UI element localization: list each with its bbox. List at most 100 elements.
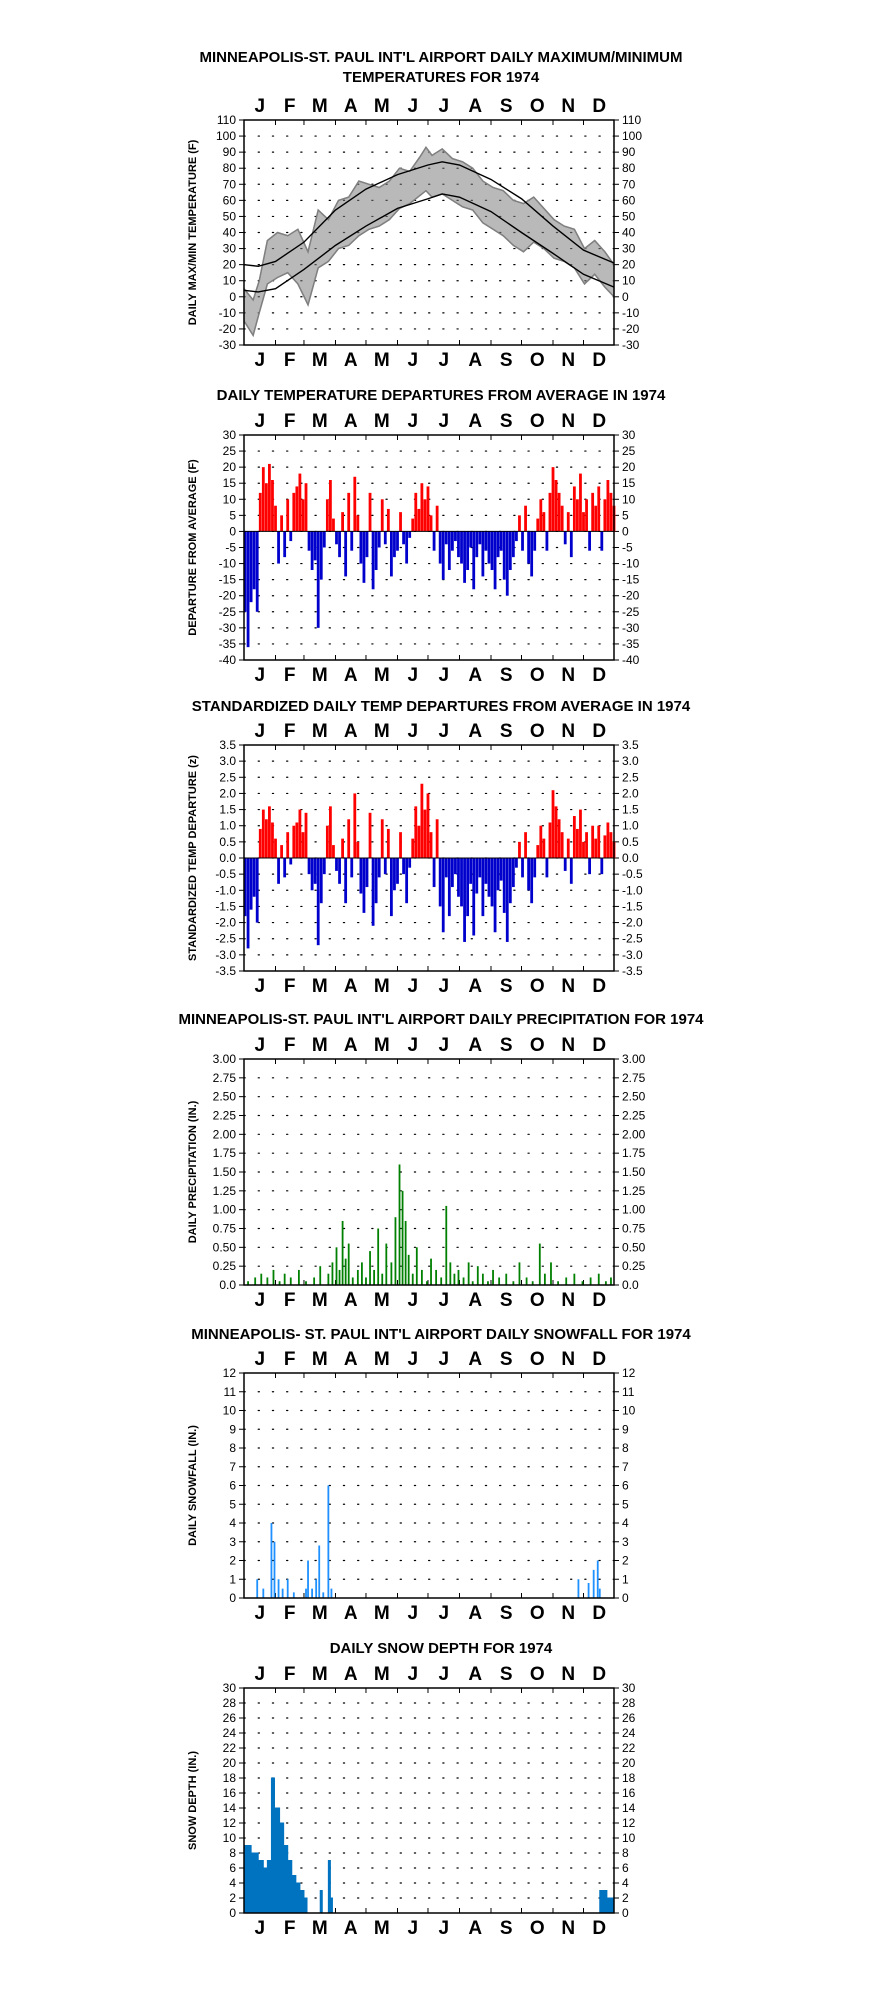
cold-departure-bar	[484, 858, 488, 884]
cold-departure-bar	[444, 858, 448, 878]
cold-departure-bar	[249, 858, 253, 910]
month-label-bottom: N	[561, 1918, 575, 1939]
cold-departure-bar	[396, 858, 399, 884]
cold-departure-bar	[377, 531, 381, 548]
y-axis-label: DEPARTURE FROM AVERAGE (F)	[187, 459, 199, 636]
y-tick-label-left: 12	[223, 1366, 237, 1380]
month-label-top: J	[438, 1035, 449, 1056]
month-label-bottom: F	[284, 976, 296, 997]
cold-departure-bar	[359, 531, 363, 564]
cold-departure-bar	[371, 531, 375, 590]
warm-departure-bar	[606, 822, 610, 858]
precip-bar	[327, 1273, 330, 1285]
y-tick-label-right: 2	[622, 1891, 629, 1905]
cold-departure-bar	[450, 858, 454, 888]
warm-departure-bar	[554, 806, 558, 858]
warm-departure-bar	[542, 838, 546, 858]
y-tick-label-left: -40	[219, 653, 237, 667]
month-label-top: A	[468, 1664, 482, 1685]
y-tick-label-left: -10	[219, 557, 237, 571]
y-tick-label-left: 0	[229, 1591, 236, 1605]
cold-departure-bar	[508, 858, 512, 904]
month-label-bottom: N	[561, 665, 575, 686]
warm-departure-bar	[606, 480, 610, 532]
y-tick-label-left: 0	[229, 524, 236, 538]
precip-bar	[467, 1262, 470, 1285]
warm-departure-bar	[579, 473, 582, 532]
precip-bar	[557, 1281, 559, 1285]
month-label-top: O	[530, 1035, 545, 1056]
precip-bar	[319, 1266, 322, 1285]
warm-departure-bar	[585, 499, 588, 532]
month-label-top: A	[468, 96, 482, 117]
month-label-bottom: J	[407, 665, 418, 686]
y-tick-label-left: 3.00	[213, 1052, 237, 1066]
month-label-bottom: J	[438, 665, 449, 686]
month-label-top: N	[561, 1035, 575, 1056]
warm-departure-bar	[268, 806, 271, 858]
warm-departure-bar	[356, 515, 360, 532]
month-label-bottom: F	[284, 665, 296, 686]
y-tick-label-right: 14	[622, 1801, 636, 1815]
precip-bar	[453, 1273, 456, 1285]
precip-bar	[266, 1277, 269, 1285]
y-tick-label-left: -3.5	[215, 964, 236, 978]
y-tick-label-left: 0.0	[219, 1278, 236, 1292]
month-label-top: M	[312, 1349, 328, 1370]
month-label-bottom: F	[284, 1603, 296, 1624]
cold-departure-bar	[402, 531, 405, 545]
month-label-bottom: J	[438, 1290, 449, 1311]
y-tick-label-right: 22	[622, 1741, 636, 1755]
cold-departure-bar	[319, 531, 323, 580]
cold-departure-bar	[338, 858, 341, 884]
y-tick-label-left: 26	[223, 1711, 237, 1725]
cold-departure-bar	[521, 531, 524, 551]
month-label-bottom: M	[374, 350, 390, 371]
cold-departure-bar	[441, 858, 445, 933]
month-label-top: S	[500, 1664, 513, 1685]
month-label-bottom: O	[530, 1290, 545, 1311]
warm-departure-bar	[304, 812, 308, 858]
warm-departure-bar	[417, 508, 421, 532]
warm-departure-bar	[539, 499, 543, 532]
precip-bar	[411, 1273, 414, 1285]
month-label-bottom: J	[254, 350, 265, 371]
month-label-bottom: D	[592, 665, 606, 686]
y-tick-label-right: 5	[622, 508, 629, 522]
month-label-bottom: M	[312, 1290, 328, 1311]
y-tick-label-left: 16	[223, 1786, 237, 1800]
month-label-top: M	[312, 96, 328, 117]
month-label-bottom: N	[561, 350, 575, 371]
precip-bar	[505, 1273, 508, 1285]
y-tick-label-right: 0.5	[622, 835, 639, 849]
y-tick-label-right: -30	[622, 621, 640, 635]
warm-departure-bar	[594, 505, 598, 532]
month-label-top: J	[438, 411, 449, 432]
cold-departure-bar	[335, 531, 338, 545]
y-tick-label-left: 2.0	[219, 786, 236, 800]
snowfall-bar	[256, 1579, 259, 1598]
cold-departure-bar	[466, 531, 470, 570]
y-tick-label-right: -10	[622, 557, 640, 571]
warm-departure-bar	[353, 476, 357, 532]
month-label-top: J	[407, 1349, 418, 1370]
y-tick-label-left: 10	[223, 274, 237, 288]
warm-departure-bar	[582, 841, 585, 858]
y-tick-label-left: -0.5	[215, 867, 236, 881]
warm-departure-bar	[353, 793, 357, 858]
cold-departure-bar	[243, 858, 247, 917]
cold-departure-bar	[377, 858, 381, 878]
cold-departure-bar	[316, 531, 320, 628]
cold-departure-bar	[249, 531, 253, 603]
y-tick-label-left: 4	[229, 1516, 236, 1530]
warm-departure-bar	[301, 832, 305, 858]
y-tick-label-right: -1.0	[622, 883, 643, 897]
warm-departure-bar	[551, 467, 555, 532]
y-tick-label-right: 11	[622, 1385, 635, 1399]
month-label-bottom: J	[254, 1603, 265, 1624]
month-label-bottom: A	[468, 1603, 482, 1624]
y-tick-label-left: -5	[225, 541, 236, 555]
month-label-top: F	[284, 1664, 296, 1685]
warm-departure-bar	[271, 480, 274, 532]
month-label-bottom: M	[312, 1603, 328, 1624]
